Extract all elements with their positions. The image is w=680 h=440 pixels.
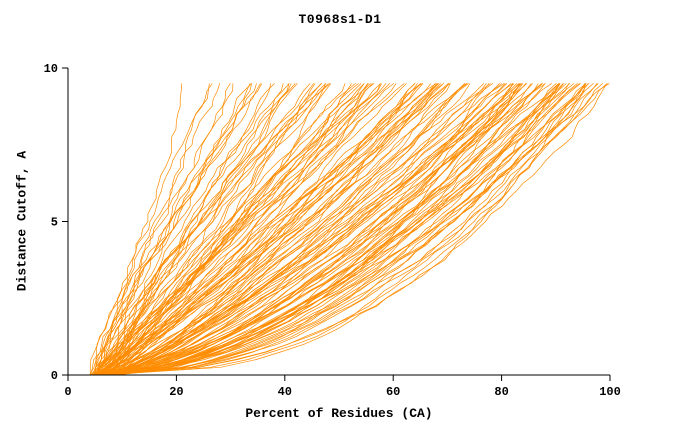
model-curve (97, 83, 503, 376)
model-curve (109, 83, 450, 376)
chart-title: T0968s1-D1 (298, 12, 382, 27)
x-tick-label: 20 (169, 385, 183, 399)
x-tick-label: 100 (599, 385, 621, 399)
model-curve (109, 83, 515, 376)
model-curve (96, 83, 421, 376)
model-curve (90, 83, 314, 376)
model-curve (101, 83, 213, 376)
model-curve (106, 83, 485, 376)
y-tick-label: 5 (51, 216, 58, 230)
x-tick-label: 40 (278, 385, 292, 399)
model-curve (114, 83, 514, 376)
model-curve (103, 83, 587, 376)
model-curve (90, 83, 561, 376)
x-tick-label: 60 (386, 385, 400, 399)
model-curve (98, 83, 449, 376)
model-curve (113, 83, 546, 376)
model-curve (91, 83, 332, 376)
model-curve (94, 83, 375, 376)
model-curve (103, 83, 436, 376)
model-curve (116, 83, 542, 376)
model-curve (92, 83, 518, 376)
model-curve (105, 83, 397, 376)
model-curve (102, 83, 292, 376)
model-curve (104, 83, 598, 376)
model-curve (93, 83, 467, 376)
x-tick-label: 80 (494, 385, 508, 399)
model-curve (100, 83, 528, 376)
model-curve (89, 83, 251, 376)
model-curve (115, 83, 438, 376)
model-curve (94, 83, 559, 376)
model-curve (100, 83, 372, 376)
model-curve (99, 83, 506, 376)
model-curve (96, 83, 331, 376)
model-curve (116, 83, 469, 376)
model-curve (102, 83, 445, 376)
model-curve (93, 83, 391, 376)
model-curve (97, 83, 362, 376)
model-curve (93, 83, 356, 376)
model-curve (91, 83, 505, 376)
model-curve (94, 83, 437, 376)
x-tick-label: 0 (64, 385, 71, 399)
y-tick-label: 0 (51, 369, 58, 383)
model-curve (95, 83, 524, 376)
model-curve (106, 83, 539, 376)
model-curve (97, 83, 603, 376)
model-curve (104, 83, 567, 376)
model-curve (108, 83, 581, 376)
model-curve (110, 83, 560, 376)
model-curve (106, 83, 561, 376)
model-curve (115, 83, 322, 376)
model-curve (111, 83, 365, 376)
model-curve (96, 83, 432, 376)
model-curve (112, 83, 578, 376)
model-curve (89, 83, 599, 376)
model-curve (106, 83, 183, 376)
model-curve (96, 83, 257, 376)
model-curve (95, 83, 323, 376)
model-curve (108, 83, 494, 376)
model-curve (109, 83, 521, 376)
model-curve (112, 83, 491, 376)
model-curve (109, 83, 585, 376)
model-curve (103, 83, 468, 376)
y-tick-label: 10 (44, 62, 58, 76)
x-axis-label: Percent of Residues (CA) (245, 406, 433, 421)
model-curve (89, 83, 221, 375)
model-curve (112, 83, 424, 376)
model-curve (113, 83, 418, 376)
model-curve (98, 83, 521, 376)
model-curve (102, 83, 329, 376)
model-curve (109, 83, 587, 376)
model-curve (102, 83, 587, 376)
model-curve (97, 83, 575, 376)
model-curve (95, 83, 210, 375)
model-curve (114, 83, 514, 376)
model-curve (94, 83, 405, 376)
model-curve (119, 83, 552, 376)
model-curve (113, 83, 290, 376)
model-curve (110, 83, 580, 376)
model-curve (92, 83, 543, 376)
model-curve (99, 83, 284, 375)
model-curve (103, 83, 416, 376)
model-curve (115, 83, 594, 376)
model-curve (93, 83, 589, 376)
model-curve (94, 83, 444, 376)
y-axis-label: Distance Cutoff, A (14, 150, 30, 292)
model-curve (113, 83, 381, 376)
model-curve (99, 83, 571, 376)
model-curve (98, 83, 261, 376)
model-curve (92, 83, 590, 376)
model-curve (102, 83, 471, 376)
model-curve (100, 83, 607, 376)
model-curve (103, 83, 490, 376)
model-curve (99, 83, 381, 376)
model-curve (108, 83, 610, 376)
